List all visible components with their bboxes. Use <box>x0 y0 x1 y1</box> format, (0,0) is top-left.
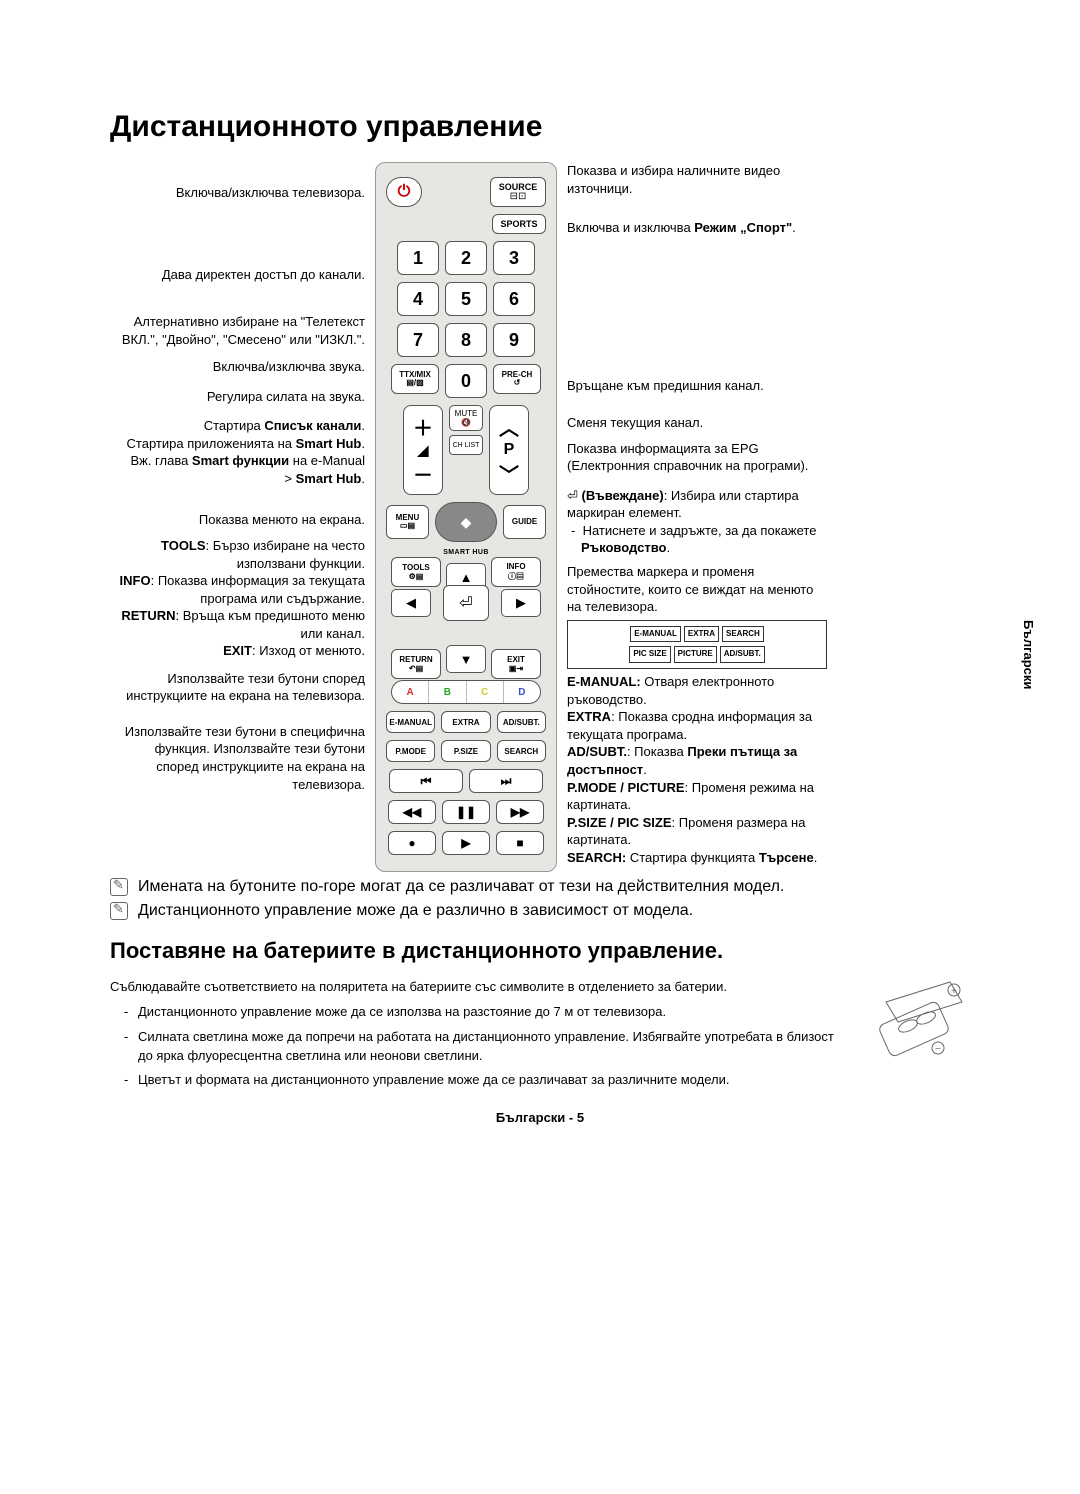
page-title: Дистанционното управление <box>110 110 970 144</box>
num-4: 4 <box>397 282 439 316</box>
svg-text:+: + <box>951 986 957 997</box>
desc-info: INFO: Показва информация за текущата про… <box>110 572 365 607</box>
svg-text:−: − <box>935 1044 941 1055</box>
language-tab: Български <box>1021 620 1036 689</box>
desc-extra: EXTRA: Показва сродна информация за теку… <box>567 708 827 743</box>
desc-channel: Сменя текущия канал. <box>567 414 827 432</box>
color-buttons: A B C D <box>391 680 541 704</box>
desc-enter: ⏎ (Въвеждане): Избира или стартира марки… <box>567 487 827 522</box>
media-stop: ■ <box>496 831 544 855</box>
desc-enter-tip: - Натиснете и задръжте, за да покажете Р… <box>567 522 827 557</box>
num-3: 3 <box>493 241 535 275</box>
return-button: RETURN↶▤ <box>391 649 441 679</box>
desc-source: Показва и избира наличните видео източни… <box>567 162 827 197</box>
desc-power: Включва/изключва телевизора. <box>110 184 365 202</box>
left-column: Включва/изключва телевизора. Дава директ… <box>110 162 365 793</box>
sports-button: SPORTS <box>492 214 546 234</box>
desc-arrows: Премества маркера и променя стойностите,… <box>567 563 827 616</box>
desc-func-btns: Използвайте тези бутони в специфична фун… <box>110 723 365 793</box>
media-rec: ● <box>388 831 436 855</box>
num-9: 9 <box>493 323 535 357</box>
desc-menu: Показва менюто на екрана. <box>110 511 365 529</box>
battery-li-2: Силната светлина може да попречи на рабо… <box>124 1028 836 1066</box>
smarthub-button: ◆ <box>435 502 497 542</box>
page-footer: Български - 5 <box>110 1110 970 1125</box>
right-column: Показва и избира наличните видео източни… <box>567 162 827 866</box>
arrow-right: ▶ <box>501 589 541 617</box>
num-8: 8 <box>445 323 487 357</box>
desc-mute: Включва/изключва звука. <box>110 358 365 376</box>
battery-heading: Поставяне на батериите в дистанционното … <box>110 938 970 964</box>
desc-prech: Връщане към предишния канал. <box>567 377 827 395</box>
emanual-button: E-MANUAL <box>386 711 435 733</box>
volume-rocker: ＋◢－ <box>403 405 443 495</box>
media-next: ⏭ <box>469 769 543 793</box>
media-play: ▶ <box>442 831 490 855</box>
remote-layout: Включва/изключва телевизора. Дава директ… <box>110 162 970 872</box>
psize-button: P.SIZE <box>441 740 490 762</box>
num-0: 0 <box>445 364 487 398</box>
tools-button: TOOLS⚙▤ <box>391 557 441 587</box>
num-1: 1 <box>397 241 439 275</box>
channel-rocker: ︿P﹀ <box>489 405 529 495</box>
desc-adsubt: AD/SUBT.: Показва Преки пътища за достъп… <box>567 743 827 778</box>
media-prev: ⏮ <box>389 769 463 793</box>
remote-illustration: ⏻ SOURCE⊟⊡ SPORTS 123 456 789 TTX/MIX▤/▨… <box>375 162 557 872</box>
mute-button: MUTE🔇 <box>449 405 483 431</box>
adsubt-button: AD/SUBT. <box>497 711 546 733</box>
note-icon <box>110 902 128 920</box>
desc-smarthub-2: Вж. глава Smart функции на e-Manual <box>110 452 365 470</box>
num-7: 7 <box>397 323 439 357</box>
dpad: TOOLS⚙▤ INFOⓘ▤ ▲ ◀ ⏎ ▶ ▼ RETURN↶▤ EXIT▣⇥ <box>391 563 541 673</box>
info-button: INFOⓘ▤ <box>491 557 541 587</box>
battery-li-1: Дистанционното управление може да се изп… <box>124 1003 836 1022</box>
prech-button: PRE-CH↺ <box>493 364 541 394</box>
note-2: Дистанционното управление може да е разл… <box>110 902 970 920</box>
mini-remote-diagram: E-MANUAL EXTRA SEARCH PIC SIZE PICTURE A… <box>567 620 827 670</box>
media-rew: ◀◀ <box>388 800 436 824</box>
desc-psize: P.SIZE / PIC SIZE: Променя размера на ка… <box>567 814 827 849</box>
extra-button: EXTRA <box>441 711 490 733</box>
desc-emanual: E-MANUAL: Отваря електронното ръководств… <box>567 673 827 708</box>
media-pause: ❚❚ <box>442 800 490 824</box>
chlist-button: CH LIST <box>449 435 483 455</box>
desc-volume: Регулира силата на звука. <box>110 388 365 406</box>
battery-li-3: Цветът и формата на дистанционното управ… <box>124 1071 836 1090</box>
desc-search: SEARCH: Стартира функцията Търсене. <box>567 849 827 867</box>
exit-button: EXIT▣⇥ <box>491 649 541 679</box>
enter-button: ⏎ <box>443 585 489 621</box>
desc-smarthub-1: Стартира приложенията на Smart Hub. <box>110 435 365 453</box>
search-button: SEARCH <box>497 740 546 762</box>
desc-guide: Показва информацията за EPG (Електронния… <box>567 440 827 475</box>
battery-diagram-icon: + − <box>860 978 970 1068</box>
desc-smarthub-3: > Smart Hub. <box>110 470 365 488</box>
desc-ttx: Алтернативно избиране на "Телетекст ВКЛ.… <box>110 313 365 348</box>
num-2: 2 <box>445 241 487 275</box>
note-1: Имената на бутоните по-горе могат да се … <box>110 878 970 896</box>
ttx-button: TTX/MIX▤/▨ <box>391 364 439 394</box>
arrow-down: ▼ <box>446 645 486 673</box>
battery-intro: Съблюдавайте съответствието на поляритет… <box>110 978 836 997</box>
num-5: 5 <box>445 282 487 316</box>
pmode-button: P.MODE <box>386 740 435 762</box>
desc-channel-direct: Дава директен достъп до канали. <box>110 266 365 284</box>
desc-exit: EXIT: Изход от менюто. <box>110 642 365 660</box>
desc-sports: Включва и изключва Режим „Спорт". <box>567 219 827 237</box>
desc-pmode: P.MODE / PICTURE: Променя режима на карт… <box>567 779 827 814</box>
power-button: ⏻ <box>386 177 422 207</box>
desc-chlist: Стартира Списък канали. <box>110 417 365 435</box>
media-ff: ▶▶ <box>496 800 544 824</box>
source-button: SOURCE⊟⊡ <box>490 177 546 207</box>
arrow-left: ◀ <box>391 589 431 617</box>
menu-button: MENU▭▤ <box>386 505 429 539</box>
guide-button: GUIDE <box>503 505 546 539</box>
battery-section: Поставяне на батериите в дистанционното … <box>110 938 970 1096</box>
desc-color-btns: Използвайте тези бутони според инструкци… <box>110 670 365 705</box>
desc-tools: TOOLS: Бързо избиране на често използван… <box>110 537 365 572</box>
smarthub-label: SMART HUB <box>443 549 489 556</box>
note-icon <box>110 878 128 896</box>
num-6: 6 <box>493 282 535 316</box>
desc-return: RETURN: Връща към предишното меню или ка… <box>110 607 365 642</box>
